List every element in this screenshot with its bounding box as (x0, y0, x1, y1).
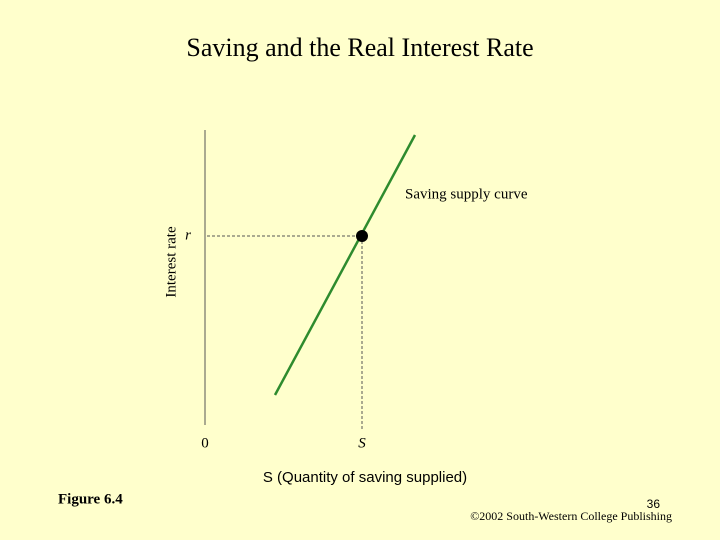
y-marker: r (185, 227, 191, 243)
origin-label: 0 (201, 435, 209, 451)
equilibrium-point (356, 230, 368, 242)
curve-label: Saving supply curve (405, 186, 528, 202)
x-axis-label: S (Quantity of saving supplied) (263, 469, 467, 486)
saving-supply-curve (273, 134, 417, 396)
copyright: ©2002 South-Western College Publishing (470, 509, 672, 523)
slide-title: Saving and the Real Interest Rate (186, 33, 533, 62)
page-number: 36 (647, 497, 661, 511)
figure-label: Figure 6.4 (58, 491, 123, 507)
x-marker: S (358, 435, 366, 451)
y-axis-label: Interest rate (163, 226, 179, 298)
